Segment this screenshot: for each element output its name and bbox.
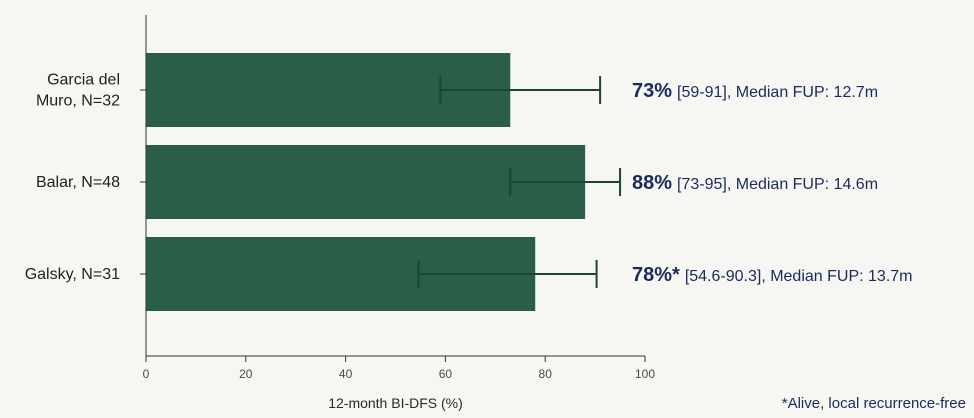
x-tick-label: 60: [439, 367, 453, 381]
x-tick-label: 0: [143, 367, 150, 381]
error-bar-2: [509, 168, 622, 196]
category-labels: Garcia del Muro, N=32 Balar, N=48 Galsky, N…: [25, 72, 146, 283]
error-bar-3: [417, 260, 598, 288]
x-tick-label: 100: [635, 367, 655, 381]
footnote: *Alive, local recurrence-free: [782, 395, 966, 412]
errorbars-layer: [417, 76, 622, 288]
x-axis-title: 12-month BI-DFS (%): [328, 395, 463, 411]
detail-label: [59-91], Median FUP: 12.7m: [677, 84, 878, 101]
x-tick-label: 20: [239, 367, 253, 381]
axes-layer: [145, 15, 645, 357]
value-annotations: 73% [59-91], Median FUP: 12.7m 88% [73-95],…: [632, 80, 912, 286]
value-label: 88%: [632, 172, 672, 194]
value-label: 73%: [632, 80, 672, 102]
x-tick-label: 80: [539, 367, 553, 381]
value-annotation-2: 88% [73-95], Median FUP: 14.6m: [632, 172, 878, 194]
value-label: 78%*: [632, 264, 680, 286]
category-label: Muro, N=32: [36, 93, 120, 110]
value-annotation-1: 73% [59-91], Median FUP: 12.7m: [632, 80, 878, 102]
x-ticks: 0 20 40 60 80 100: [143, 356, 655, 381]
detail-label: [73-95], Median FUP: 14.6m: [677, 176, 878, 193]
x-tick-label: 40: [339, 367, 353, 381]
detail-label: [54.6-90.3], Median FUP: 13.7m: [685, 268, 913, 285]
category-label: Galsky, N=31: [25, 266, 120, 283]
category-label: Garcia del: [47, 72, 120, 89]
error-bar-1: [439, 76, 602, 104]
category-label: Balar, N=48: [36, 174, 120, 191]
value-annotation-3: 78%* [54.6-90.3], Median FUP: 13.7m: [632, 264, 912, 286]
